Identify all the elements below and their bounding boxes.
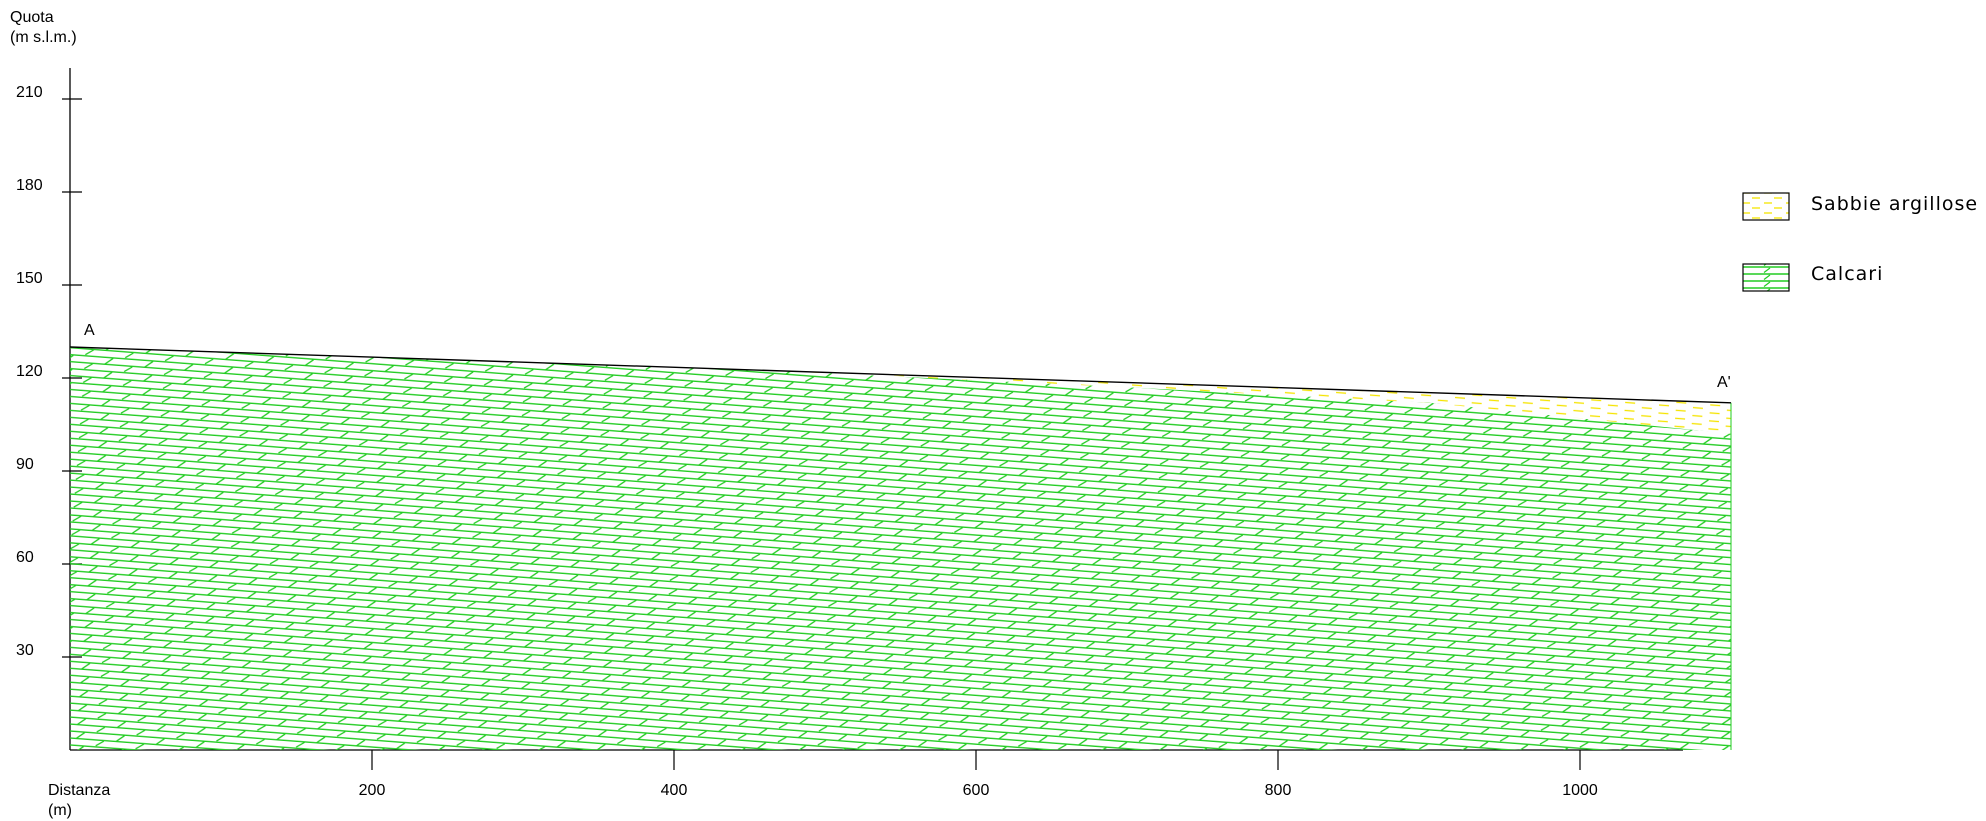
legend-item-limestone: Calcari — [1742, 263, 1883, 292]
x-tick-label: 600 — [963, 782, 990, 799]
x-tick-label: 1000 — [1562, 782, 1598, 799]
y-tick-label: 30 — [16, 642, 34, 659]
legend: Sabbie argillose Calcari — [1742, 192, 1978, 292]
legend-item-sand: Sabbie argillose — [1742, 192, 1978, 221]
x-axis-title-line2: (m) — [48, 802, 72, 819]
x-tick-label: 800 — [1265, 782, 1292, 799]
y-tick-label: 90 — [16, 456, 34, 473]
x-axis-title-line1: Distanza — [48, 782, 110, 799]
y-tick-label: 210 — [16, 84, 43, 101]
limestone-unit — [70, 347, 1731, 750]
profile-start-label: A — [84, 322, 95, 339]
profile-end-label: A' — [1717, 374, 1731, 391]
legend-swatch-limestone — [1742, 263, 1790, 292]
legend-label-sand: Sabbie argillose — [1811, 193, 1978, 215]
sandy-clay-unit — [794, 371, 1731, 434]
y-axis-title-line2: (m s.l.m.) — [10, 29, 77, 46]
y-tick-label: 120 — [16, 363, 43, 380]
y-axis-title-line1: Quota — [10, 9, 54, 26]
x-axis-ticks: 200 400 600 800 1000 — [359, 750, 1598, 799]
x-tick-label: 400 — [661, 782, 688, 799]
y-tick-label: 150 — [16, 270, 43, 287]
y-tick-label: 180 — [16, 177, 43, 194]
y-tick-label: 60 — [16, 549, 34, 566]
x-tick-label: 200 — [359, 782, 386, 799]
legend-swatch-sand — [1742, 192, 1790, 221]
legend-label-limestone: Calcari — [1811, 263, 1883, 285]
topography-line — [69, 346, 1732, 404]
y-axis: Quota (m s.l.m.) 30 60 90 120 150 180 210 — [10, 9, 82, 750]
x-axis: Distanza (m) 200 400 600 800 1000 — [48, 749, 1683, 819]
